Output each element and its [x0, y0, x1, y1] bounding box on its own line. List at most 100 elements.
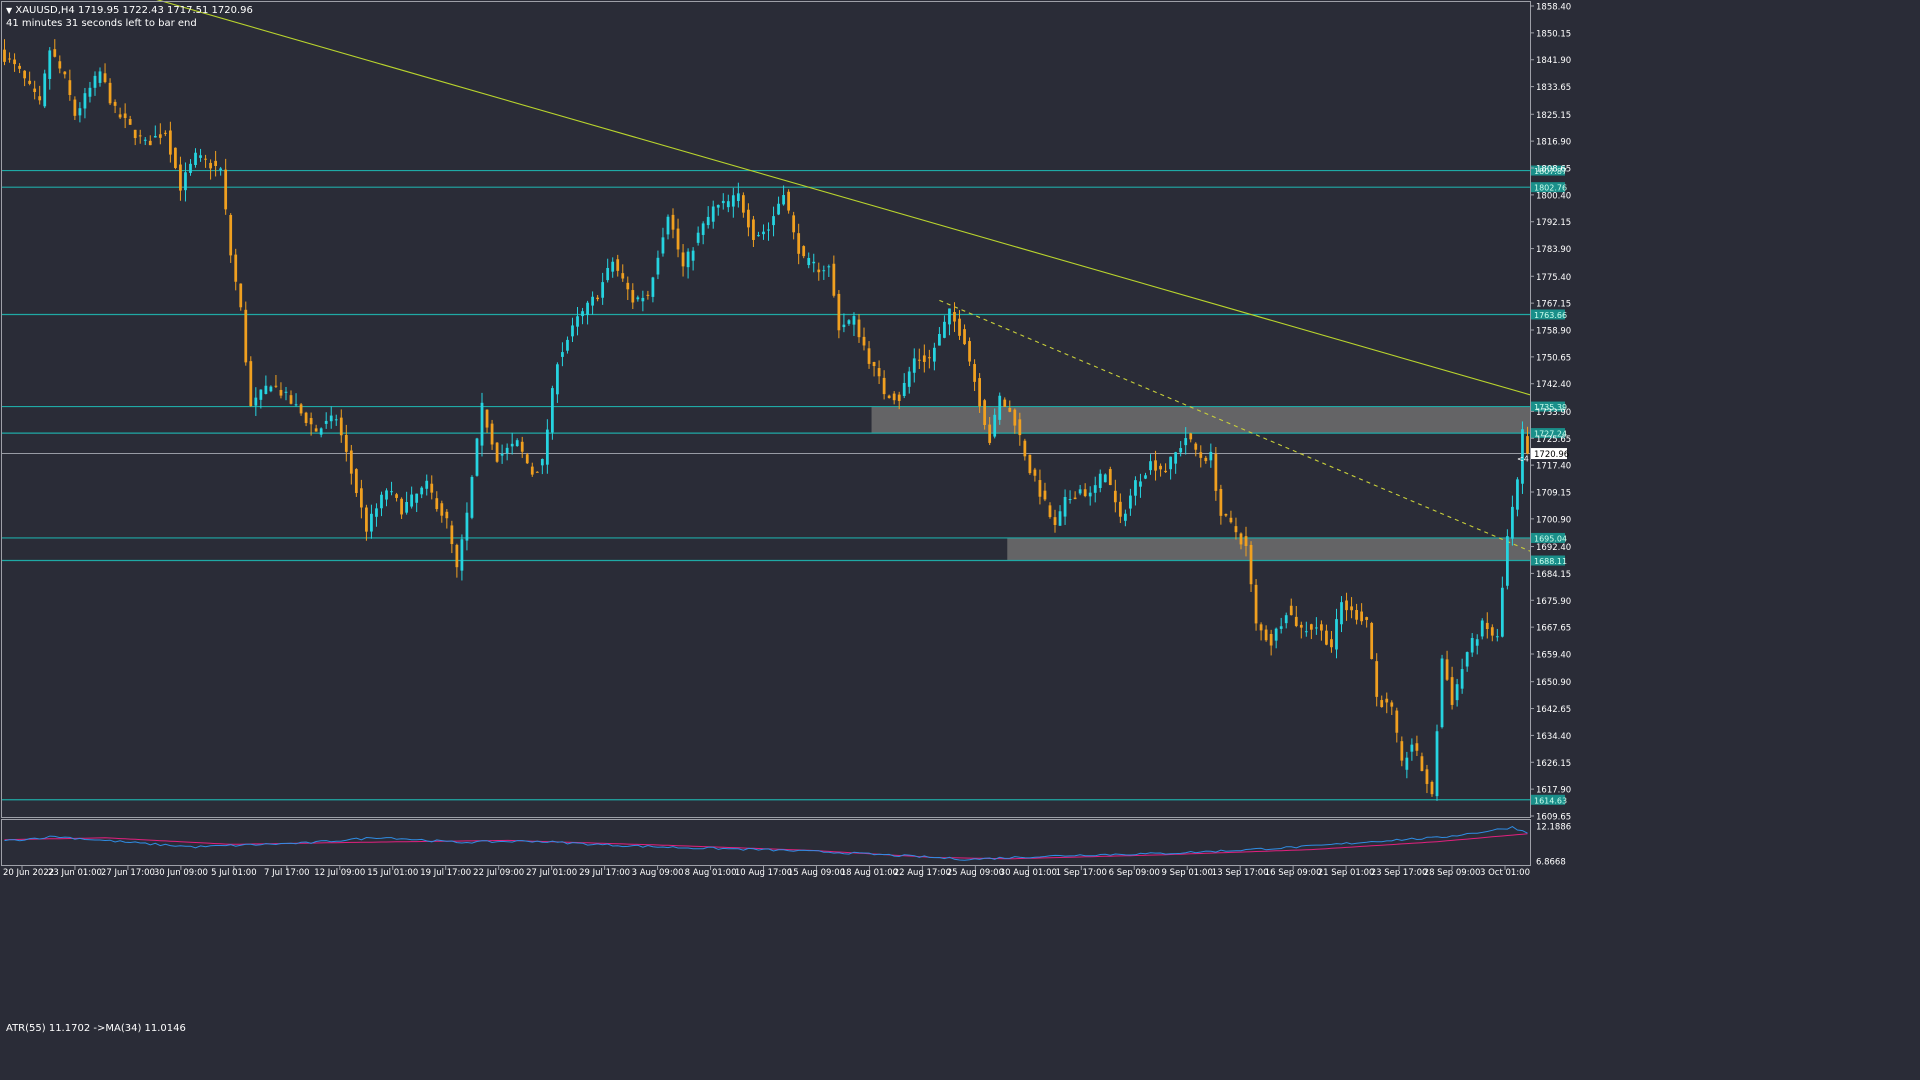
time-axis-label: 1 Sep 17:00 — [1056, 868, 1107, 878]
collapse-triangle-icon[interactable]: ▼ — [6, 6, 13, 15]
candle-body — [917, 359, 921, 361]
candle-body — [1314, 627, 1318, 629]
candle-body — [13, 59, 16, 65]
candle-body — [586, 302, 589, 315]
candle-body — [153, 135, 157, 138]
candle-body — [545, 429, 549, 465]
candle-body — [616, 259, 620, 271]
candle-body — [1098, 473, 1102, 488]
level-price-label: 1763.66 — [1534, 311, 1567, 320]
candle-body — [163, 132, 167, 134]
candle-body — [174, 147, 177, 168]
candle-body — [1108, 469, 1112, 486]
current-price-label: 1720.96 — [1534, 450, 1569, 460]
price-axis-label: 1626.15 — [1536, 759, 1571, 769]
candle-body — [1445, 659, 1449, 680]
candle-body — [1154, 460, 1157, 471]
price-axis-label: 1800.40 — [1536, 191, 1571, 201]
symbol-info: ▼ XAUUSD,H4 1719.95 1722.43 1717.51 1720… — [6, 5, 253, 16]
level-price-tag — [1531, 401, 1565, 412]
candle-body — [1224, 513, 1228, 516]
candle-body — [380, 494, 383, 509]
price-axis-label: 1659.40 — [1536, 651, 1571, 661]
candle-body — [1129, 495, 1132, 509]
candle-body — [1254, 584, 1258, 624]
level-price-label: 1614.63 — [1534, 796, 1567, 805]
candle-body — [701, 223, 705, 235]
price-axis-label: 1792.15 — [1536, 218, 1571, 228]
candle-body — [455, 544, 459, 568]
candle-body — [671, 214, 675, 230]
time-axis-label: 27 Jun 17:00 — [101, 868, 155, 878]
candle-body — [550, 388, 554, 433]
candle-body — [1279, 626, 1283, 629]
candle-body — [1194, 443, 1198, 450]
candle-body — [1440, 658, 1444, 728]
candle-body — [1325, 630, 1328, 645]
candle-body — [1350, 606, 1353, 611]
candle-body — [606, 267, 610, 281]
price-axis-label: 1750.65 — [1536, 353, 1571, 363]
candle-body — [199, 155, 202, 158]
candle-body — [440, 503, 444, 516]
time-axis-label: 3 Aug 09:00 — [632, 868, 684, 878]
level-price-tag — [1531, 555, 1565, 566]
candle-body — [887, 395, 891, 399]
candle-body — [711, 206, 715, 222]
candle-body — [445, 511, 449, 519]
current-price-tag — [1531, 448, 1567, 460]
indicator-axis-label: 12.1886 — [1536, 823, 1571, 833]
price-axis-label: 1783.90 — [1536, 245, 1571, 255]
candle-body — [33, 88, 37, 93]
candle-body — [53, 49, 57, 57]
price-axis-label: 1684.15 — [1536, 570, 1571, 580]
candle-body — [284, 391, 288, 393]
candle-body — [897, 394, 901, 401]
candle-body — [179, 164, 182, 191]
candle-body — [118, 114, 122, 118]
candle-body — [1405, 757, 1409, 770]
candle-body — [460, 539, 464, 571]
level-price-tag — [1531, 165, 1565, 176]
candle-body — [1239, 533, 1243, 545]
time-axis-label: 9 Sep 01:00 — [1162, 868, 1213, 878]
support-resistance-zone — [871, 406, 1530, 434]
candle-body — [515, 440, 519, 447]
candle-body — [78, 108, 82, 116]
candle-body — [279, 389, 283, 396]
candle-body — [274, 385, 278, 387]
candle-body — [1330, 639, 1333, 648]
shift-marker: <4 — [1517, 455, 1529, 464]
candle-body — [510, 443, 514, 447]
candle-body — [500, 453, 504, 456]
candle-body — [1390, 702, 1394, 707]
candle-body — [1134, 480, 1137, 496]
candle-body — [1189, 433, 1193, 440]
candle-body — [943, 321, 946, 338]
time-axis-label: 18 Aug 01:00 — [841, 868, 898, 878]
candle-body — [354, 469, 358, 494]
candle-body — [395, 494, 398, 498]
candle-body — [993, 414, 997, 437]
candle-body — [1139, 481, 1142, 487]
candle-body — [1526, 436, 1529, 454]
candle-body — [948, 308, 951, 325]
candle-body — [646, 294, 650, 296]
candle-body — [123, 113, 127, 118]
candle-body — [530, 466, 534, 475]
price-axis-label: 1642.65 — [1536, 705, 1571, 715]
candle-body — [1410, 744, 1414, 752]
price-axis-label: 1692.40 — [1536, 543, 1571, 553]
candle-body — [837, 293, 841, 331]
level-price-tag — [1531, 428, 1565, 439]
candle-body — [1164, 470, 1167, 473]
price-axis-label: 1775.40 — [1536, 273, 1571, 283]
candle-body — [1038, 480, 1042, 497]
candle-body — [641, 297, 645, 302]
candle-body — [1521, 429, 1524, 484]
candle-body — [1465, 652, 1469, 667]
time-axis-label: 30 Jun 09:00 — [154, 868, 208, 878]
candle-body — [58, 61, 62, 69]
